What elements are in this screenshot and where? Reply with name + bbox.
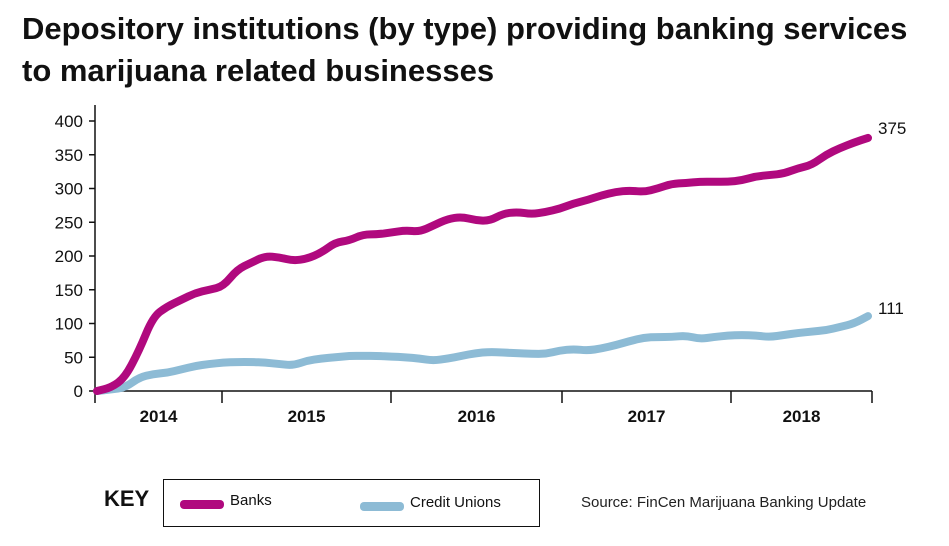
end-label-banks: 375 — [878, 119, 906, 138]
x-tick-label: 2014 — [140, 407, 178, 426]
axes — [94, 105, 872, 392]
y-tick-label: 350 — [55, 146, 83, 165]
y-tick-label: 250 — [55, 213, 83, 232]
x-tick-label: 2015 — [288, 407, 326, 426]
series-line-credit-unions — [93, 312, 872, 395]
series-end-labels: 111 375 — [878, 119, 906, 318]
y-tick-label: 150 — [55, 281, 83, 300]
x-axis-ticks: 2014 2015 2016 2017 2018 — [94, 391, 873, 426]
end-label-credit-unions: 111 — [878, 299, 904, 318]
legend-label-credit-unions: Credit Unions — [410, 494, 501, 511]
key-label: KEY — [104, 486, 150, 511]
y-axis-ticks: 0 50 100 150 200 250 300 350 400 — [55, 112, 95, 401]
x-tick-label: 2018 — [783, 407, 821, 426]
y-tick-label: 50 — [64, 348, 83, 367]
chart-title: Depository institutions (by type) provid… — [22, 11, 908, 88]
source-note: Source: FinCen Marijuana Banking Update — [581, 494, 867, 511]
legend-swatch-banks — [180, 500, 224, 509]
y-tick-label: 0 — [74, 382, 83, 401]
x-tick-label: 2017 — [628, 407, 666, 426]
legend-box: Banks Credit Unions — [163, 479, 540, 527]
y-tick-label: 100 — [55, 315, 83, 334]
y-tick-label: 400 — [55, 112, 83, 131]
legend-swatch-credit-unions — [360, 502, 404, 511]
x-tick-label: 2016 — [458, 407, 496, 426]
series-lines — [93, 133, 872, 395]
legend-label-banks: Banks — [230, 492, 272, 509]
y-tick-label: 200 — [55, 247, 83, 266]
y-tick-label: 300 — [55, 180, 83, 199]
series-line-banks — [93, 133, 872, 395]
